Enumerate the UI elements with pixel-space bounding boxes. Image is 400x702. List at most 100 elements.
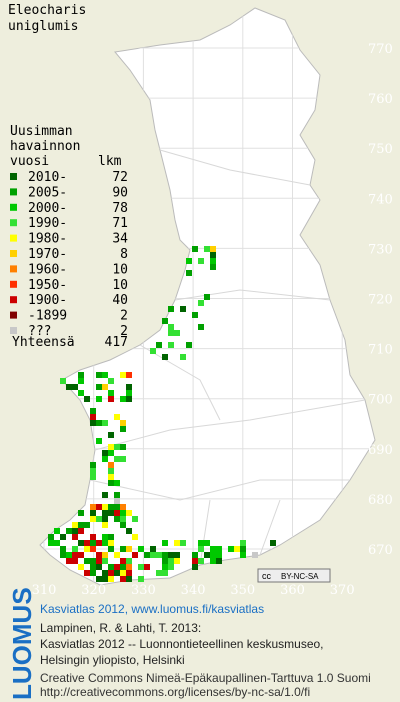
occurrence-square [84, 558, 90, 564]
legend-label: -1899 [28, 309, 67, 324]
occurrence-square [198, 558, 204, 564]
occurrence-square [150, 348, 156, 354]
legend-count: 10 [112, 278, 128, 293]
occurrence-square [210, 252, 216, 258]
occurrence-square [90, 408, 96, 414]
region-borders [89, 149, 366, 566]
occurrence-square [120, 420, 126, 426]
occurrence-square [126, 390, 132, 396]
occurrence-square [78, 528, 84, 534]
occurrence-square [108, 432, 114, 438]
legend-swatch [10, 280, 17, 288]
license: Creative Commons Nimeä-Epäkaupallinen-Ta… [40, 671, 371, 685]
occurrence-square [156, 342, 162, 348]
occurrence-square [126, 396, 132, 402]
occurrence-square [198, 258, 204, 264]
occurrence-square [162, 540, 168, 546]
occurrence-square [210, 546, 216, 552]
occurrence-square [90, 546, 96, 552]
occurrence-square [90, 504, 96, 510]
legend-swatch [10, 296, 17, 304]
occurrence-square [102, 522, 108, 528]
occurrence-square [54, 540, 60, 546]
occurrence-square [108, 378, 114, 384]
occurrence-square [144, 564, 150, 570]
occurrence-square [162, 564, 168, 570]
occurrence-square [90, 564, 96, 570]
occurrence-square [186, 270, 192, 276]
occurrence-square [120, 546, 126, 552]
occurrence-square [138, 564, 144, 570]
occurrence-square [240, 546, 246, 552]
occurrence-square [102, 504, 108, 510]
occurrence-square [108, 462, 114, 468]
occurrence-square [174, 552, 180, 558]
occurrence-square [72, 546, 78, 552]
occurrence-square [90, 420, 96, 426]
occurrence-square [96, 552, 102, 558]
occurrence-square [114, 414, 120, 420]
legend-label: 1960- [28, 262, 67, 277]
occurrence-square [102, 456, 108, 462]
occurrence-square [132, 552, 138, 558]
occurrence-square [60, 378, 66, 384]
legend-label: 2005- [28, 185, 67, 200]
occurrence-square [90, 570, 96, 576]
grid-label: 770 [368, 42, 393, 57]
occurrence-square [114, 480, 120, 486]
occurrence-square [96, 372, 102, 378]
grid-label: 370 [330, 583, 355, 598]
occurrence-square [108, 576, 114, 582]
occurrence-square [204, 246, 210, 252]
occurrence-square [114, 510, 120, 516]
occurrence-square [96, 504, 102, 510]
legend-count: 2 [120, 309, 128, 324]
occurrence-square [120, 558, 126, 564]
occurrence-square [216, 558, 222, 564]
legend-swatch [10, 311, 17, 319]
occurrence-square [192, 246, 198, 252]
occurrence-square [66, 558, 72, 564]
occurrence-square [186, 258, 192, 264]
occurrence-square [150, 546, 156, 552]
occurrence-square [54, 528, 60, 534]
occurrence-square [102, 420, 108, 426]
occurrence-square [108, 450, 114, 456]
occurrence-square [90, 558, 96, 564]
grid-label: 720 [368, 293, 393, 308]
occurrence-square [120, 456, 126, 462]
occurrence-square [72, 528, 78, 534]
grid-label: 740 [368, 192, 393, 207]
license: http://creativecommons.org/licenses/by-n… [40, 685, 310, 699]
occurrence-square [84, 546, 90, 552]
legend-swatch [10, 250, 17, 257]
grid-label: 310 [32, 583, 57, 598]
occurrence-square [60, 552, 66, 558]
occurrence-square [102, 534, 108, 540]
occurrence-square [108, 474, 114, 480]
occurrence-square [102, 558, 108, 564]
occurrence-square [162, 558, 168, 564]
occurrence-square [90, 414, 96, 420]
occurrence-square [192, 558, 198, 564]
total-count: 417 [105, 335, 128, 350]
legend-count: 71 [112, 216, 128, 231]
legend-swatch [10, 327, 17, 334]
occurrence-square [90, 474, 96, 480]
grid-label: 750 [368, 142, 393, 157]
occurrence-square [126, 546, 132, 552]
occurrence-square [120, 396, 126, 402]
occurrence-square [156, 552, 162, 558]
occurrence-square [126, 510, 132, 516]
occurrence-square [102, 552, 108, 558]
occurrence-square [114, 456, 120, 462]
occurrence-square [108, 444, 114, 450]
occurrence-square [210, 558, 216, 564]
occurrence-square [72, 558, 78, 564]
occurrence-square [168, 342, 174, 348]
title: uniglumis [8, 19, 78, 34]
occurrence-square [108, 480, 114, 486]
legend-count: 78 [112, 201, 128, 216]
occurrence-square [90, 468, 96, 474]
occurrence-square [120, 576, 126, 582]
